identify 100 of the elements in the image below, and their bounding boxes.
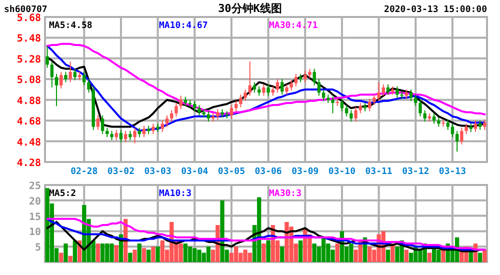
line-series bbox=[46, 42, 486, 116]
candlestick bbox=[409, 89, 413, 102]
candlestick bbox=[165, 114, 169, 128]
candlestick bbox=[248, 61, 252, 96]
candlestick bbox=[54, 73, 58, 107]
y-tick-label: 4.48 bbox=[16, 137, 41, 148]
bar bbox=[142, 248, 146, 262]
candlestick bbox=[400, 91, 404, 100]
candlestick bbox=[483, 119, 486, 130]
candlestick bbox=[344, 104, 348, 117]
candlestick bbox=[372, 94, 376, 106]
candlestick bbox=[60, 71, 63, 89]
bar bbox=[335, 244, 340, 262]
candlestick bbox=[170, 110, 174, 122]
candlestick bbox=[179, 95, 182, 110]
candlestick bbox=[276, 78, 280, 94]
candlestick bbox=[446, 119, 450, 130]
bar bbox=[280, 246, 284, 262]
bar bbox=[188, 246, 192, 262]
bar bbox=[298, 240, 303, 262]
text: sh600707 bbox=[4, 5, 48, 15]
y-tick-label: 5.48 bbox=[16, 34, 41, 45]
y-tick-label: 20 bbox=[28, 196, 41, 208]
x-tick-label: 03-10 bbox=[328, 167, 356, 177]
candlestick bbox=[474, 120, 478, 132]
candlestick bbox=[382, 84, 386, 96]
candlestick bbox=[152, 123, 155, 135]
candlestick bbox=[193, 100, 196, 112]
bar bbox=[262, 244, 266, 262]
candlestick bbox=[377, 82, 380, 102]
candlestick bbox=[331, 96, 334, 114]
candlestick bbox=[82, 71, 86, 86]
candlestick bbox=[87, 78, 90, 94]
y-tick-label: 25 bbox=[28, 181, 41, 192]
bar bbox=[321, 237, 326, 262]
y-tick-label: 5 bbox=[34, 242, 41, 254]
x-tick-label: 03-05 bbox=[218, 167, 246, 177]
bar bbox=[482, 250, 487, 262]
candlestick bbox=[423, 110, 426, 122]
bar bbox=[441, 250, 446, 262]
candlestick bbox=[50, 61, 54, 88]
bar bbox=[478, 252, 482, 262]
candlestick bbox=[198, 104, 201, 116]
bar bbox=[64, 244, 68, 262]
x-tick-label: 02-28 bbox=[70, 167, 98, 177]
candlestick bbox=[464, 123, 468, 135]
candlestick bbox=[124, 130, 128, 143]
text: MA10:3 bbox=[159, 189, 192, 199]
candlestick bbox=[114, 129, 118, 141]
x-tick-label: 03-11 bbox=[365, 167, 392, 177]
bar bbox=[72, 240, 77, 262]
text: MA10:4.67 bbox=[159, 21, 208, 31]
x-tick-label: 03-13 bbox=[438, 167, 466, 177]
candlestick bbox=[206, 110, 210, 122]
candlestick bbox=[106, 127, 109, 138]
bar bbox=[68, 256, 72, 262]
candlestick bbox=[234, 100, 238, 112]
bar bbox=[100, 244, 105, 262]
candlestick bbox=[271, 86, 275, 96]
candlestick bbox=[414, 94, 418, 107]
candlestick bbox=[308, 68, 312, 79]
x-tick-label: 03-04 bbox=[181, 167, 209, 177]
candlestick bbox=[478, 120, 482, 130]
candlestick bbox=[64, 71, 68, 83]
text: MA30:4.71 bbox=[269, 21, 318, 31]
candlestick bbox=[294, 73, 298, 87]
text: MA30:3 bbox=[269, 189, 302, 199]
candlestick bbox=[396, 86, 399, 98]
y-tick-label: 10 bbox=[28, 227, 41, 238]
candlestick bbox=[442, 119, 445, 128]
candlestick bbox=[450, 123, 454, 138]
candlestick bbox=[46, 46, 49, 68]
candlestick bbox=[266, 84, 270, 96]
y-tick-label: 4.88 bbox=[16, 96, 41, 107]
candlestick bbox=[244, 89, 247, 102]
candlestick bbox=[350, 110, 353, 122]
y-tick-label: 5.08 bbox=[16, 75, 41, 86]
bar bbox=[146, 250, 151, 262]
candlestick bbox=[262, 84, 266, 96]
bar bbox=[96, 244, 100, 262]
candlestick bbox=[119, 129, 123, 143]
bar bbox=[156, 246, 160, 262]
candlestick bbox=[184, 96, 188, 107]
y-tick-label: 5.68 bbox=[16, 13, 41, 24]
candlestick bbox=[340, 98, 344, 112]
candlestick bbox=[354, 106, 358, 122]
candlestick bbox=[252, 82, 256, 94]
candlestick bbox=[455, 130, 459, 152]
candlestick bbox=[290, 80, 293, 92]
candlestick bbox=[216, 108, 220, 120]
candlestick bbox=[138, 127, 141, 138]
candlestick bbox=[358, 102, 362, 114]
candlestick bbox=[386, 84, 390, 96]
candlestick bbox=[285, 84, 288, 96]
candlestick bbox=[110, 130, 114, 141]
candlestick bbox=[160, 120, 164, 132]
bar bbox=[132, 250, 137, 262]
x-tick-label: 03-06 bbox=[254, 167, 282, 177]
bar bbox=[404, 250, 408, 262]
bar bbox=[427, 252, 432, 262]
